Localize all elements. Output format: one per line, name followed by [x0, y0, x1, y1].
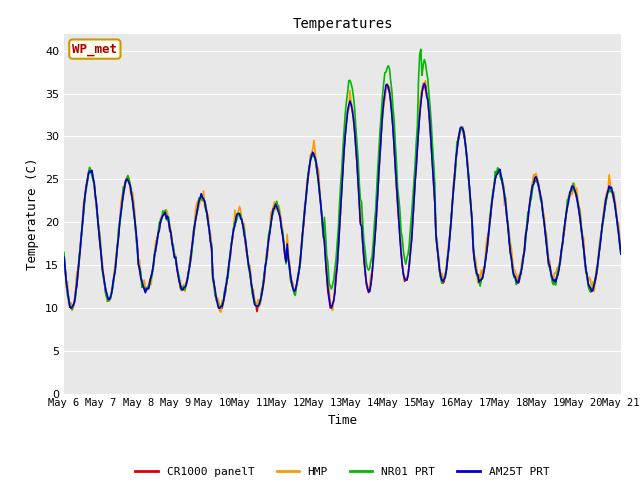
X-axis label: Time: Time — [328, 414, 357, 427]
Text: WP_met: WP_met — [72, 43, 117, 56]
Title: Temperatures: Temperatures — [292, 17, 393, 31]
Legend: CR1000 panelT, HMP, NR01 PRT, AM25T PRT: CR1000 panelT, HMP, NR01 PRT, AM25T PRT — [131, 463, 554, 480]
Y-axis label: Temperature (C): Temperature (C) — [26, 157, 40, 270]
